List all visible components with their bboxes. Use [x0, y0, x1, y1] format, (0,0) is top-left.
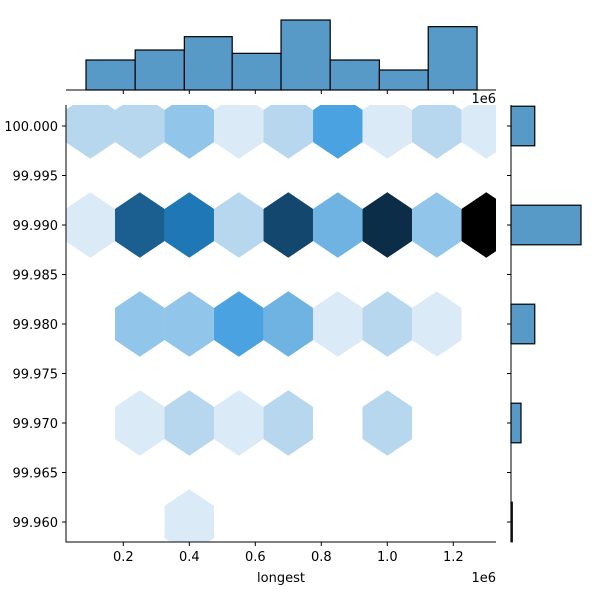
top-offset-label: 1e6 — [471, 92, 496, 107]
hexbin-cell — [164, 192, 215, 258]
hexbin-cell — [66, 192, 116, 258]
hexbin-cell — [115, 105, 165, 159]
hexbin-cell — [412, 105, 462, 159]
hexbin-cell — [461, 192, 496, 258]
x-tick-label: 0.6 — [245, 550, 266, 565]
top-histogram-bar — [85, 59, 136, 91]
hexbin-cell — [263, 390, 314, 456]
x-tick-label: 0.8 — [311, 550, 332, 565]
hexbin-cell — [362, 192, 413, 258]
hexbin-cell — [164, 489, 215, 542]
hexbin-cell — [164, 291, 215, 357]
hexbin-cell — [164, 390, 215, 456]
top-histogram-bar — [329, 59, 380, 91]
y-tick-label: 99.995 — [13, 170, 59, 185]
hexbin-cell — [115, 192, 165, 258]
hexbin-cell — [263, 291, 314, 357]
right-histogram-bar — [510, 105, 536, 147]
top-histogram-bar — [378, 69, 429, 91]
x-tick-label: 0.4 — [179, 550, 200, 565]
hexbin-cell — [66, 105, 116, 159]
hexbin-cell — [214, 192, 264, 258]
hexbin-cell — [412, 192, 462, 258]
hexbin-cell — [412, 291, 462, 357]
y-tick-label: 99.985 — [13, 269, 59, 284]
y-tick-label: 99.965 — [13, 467, 59, 482]
hexbin-cell — [313, 105, 363, 159]
right-marginal-histogram — [510, 105, 582, 543]
right-histogram-bar — [510, 303, 536, 345]
right-histogram-bar — [510, 402, 522, 444]
x-tick-label: 1.0 — [377, 550, 398, 565]
y-tick-label: 99.975 — [13, 368, 59, 383]
x-offset-label: 1e6 — [471, 571, 496, 586]
y-tick-label: 99.980 — [13, 318, 59, 333]
top-histogram-bar — [231, 52, 282, 91]
hexbin-cell — [461, 105, 496, 159]
hexbin-cell — [164, 105, 215, 159]
hexbin-cell — [362, 291, 413, 357]
hexbin-cell — [263, 105, 314, 159]
hexbin-cell — [214, 390, 264, 456]
hexbin-cell — [214, 291, 264, 357]
hexbin-cell — [214, 105, 264, 159]
hexbin-cell — [115, 291, 165, 357]
top-histogram-bar — [427, 26, 478, 91]
right-histogram-bar — [510, 204, 582, 246]
top-histogram-bar — [280, 19, 331, 91]
y-tick-label: 99.960 — [13, 516, 59, 531]
top-marginal-ticks — [122, 90, 454, 94]
hexbin-cell — [362, 390, 413, 456]
x-axis-label: longest — [257, 571, 305, 586]
hexbin-cell — [115, 390, 165, 456]
y-axis-ticks: 100.000 99.995 99.990 99.985 99.980 99.975 99.… — [4, 120, 66, 531]
hexbin-cell — [313, 192, 363, 258]
hexbin-plot-area — [66, 105, 496, 542]
hexbin-cell — [313, 291, 363, 357]
top-histogram-bar — [183, 36, 233, 91]
top-histogram-bar — [134, 49, 185, 91]
hexbin-cell — [263, 192, 314, 258]
y-tick-label: 99.970 — [13, 417, 59, 432]
y-tick-label: 100.000 — [4, 120, 58, 135]
top-marginal-histogram — [85, 19, 478, 91]
x-axis-ticks: 0.2 0.4 0.6 0.8 1.0 1.2 — [113, 542, 464, 565]
x-tick-label: 1.2 — [443, 550, 464, 565]
x-tick-label: 0.2 — [113, 550, 134, 565]
hexbin-cell — [362, 105, 413, 159]
y-tick-label: 99.990 — [13, 219, 59, 234]
right-marginal-ticks — [507, 125, 511, 523]
